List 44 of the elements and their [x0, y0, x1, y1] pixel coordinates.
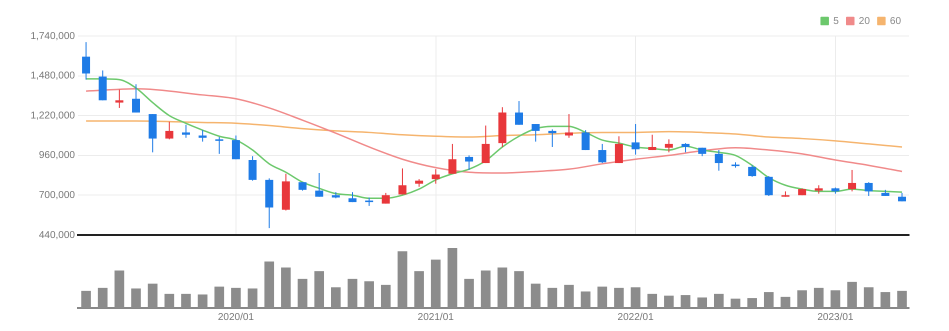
x-tick-label: 2020/01 [218, 312, 254, 323]
candlestick [582, 130, 590, 151]
x-tick-label: 2021/01 [418, 312, 454, 323]
x-tick-label: 2023/01 [817, 312, 854, 323]
candlestick [664, 138, 673, 153]
candlestick [132, 84, 140, 114]
candlestick [198, 130, 207, 142]
y-tick-label: 960,000 [38, 150, 76, 162]
candlestick [465, 154, 474, 170]
legend-label: 20 [858, 16, 870, 27]
candlestick [232, 135, 240, 160]
candlestick [248, 156, 257, 182]
candlestick [448, 143, 456, 174]
candlestick [515, 100, 524, 126]
legend-label: 60 [890, 16, 902, 27]
line-series [85, 88, 903, 174]
candlestick [598, 143, 606, 164]
candlestick [748, 164, 756, 178]
candlestick [482, 125, 490, 164]
y-tick-label: 1,220,000 [30, 110, 76, 122]
legend-label: 5 [833, 16, 840, 27]
candlestick [682, 142, 690, 153]
candlestick [864, 182, 873, 196]
candlestick [398, 168, 406, 195]
candlestick [432, 168, 440, 184]
candlestick [315, 172, 324, 198]
x-tick-label: 2022/01 [618, 312, 654, 323]
candlestick [82, 42, 90, 80]
y-tick-label: 1,480,000 [30, 70, 76, 82]
candlestick [215, 136, 224, 154]
y-tick-label: 700,000 [38, 190, 76, 201]
candlestick [848, 169, 856, 192]
candlestick [165, 121, 174, 140]
candlestick [764, 176, 773, 196]
candlestick [564, 114, 573, 138]
candlestick [714, 150, 723, 172]
line-series [85, 120, 903, 148]
y-tick-label: 1,740,000 [30, 30, 76, 42]
y-tick-label: 440,000 [38, 230, 76, 241]
candlestick [632, 124, 640, 156]
candlestick [98, 70, 107, 101]
candlestick [648, 134, 656, 151]
candlestick [532, 124, 540, 142]
candlestick [614, 136, 623, 164]
